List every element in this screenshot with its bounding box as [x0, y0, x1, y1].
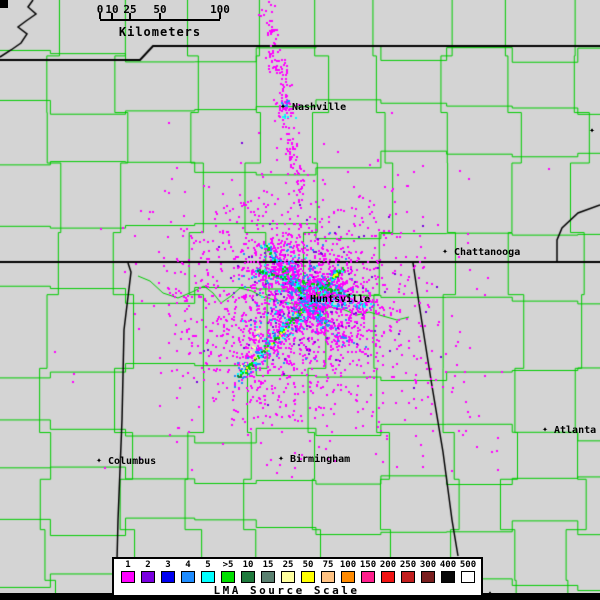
legend-color-swatch	[281, 571, 295, 583]
legend-color-swatch	[321, 571, 335, 583]
legend-color-swatch	[261, 571, 275, 583]
legend-color-swatch	[381, 571, 395, 583]
city-label-nashville: Nashville	[292, 102, 347, 113]
legend-color-swatch	[461, 571, 475, 583]
created-timestamp: Created 12/12/2012 6:44:07	[8, 572, 100, 600]
kilometers-label: Kilometers	[118, 25, 202, 39]
legend-item-label: 10	[242, 560, 254, 570]
legend-item-label: 200	[379, 560, 397, 570]
scale-tick	[159, 13, 161, 19]
legend-item-label: 4	[185, 560, 191, 570]
scale-tick	[111, 13, 113, 19]
legend-item-label: 150	[359, 560, 377, 570]
legend-item-label: 25	[282, 560, 294, 570]
legend-item-label: 1	[125, 560, 131, 570]
scale-tick	[99, 13, 101, 19]
city-marker-icon: ✦	[278, 453, 285, 464]
city-marker-icon: ✦	[298, 293, 305, 304]
legend-color-swatch	[121, 571, 135, 583]
scale-tick	[219, 13, 221, 19]
legend-item-label: 50	[302, 560, 314, 570]
legend-color-swatch	[401, 571, 415, 583]
legend-item-label: 3	[165, 560, 171, 570]
legend-item-label: 300	[419, 560, 437, 570]
legend-item-label: 75	[322, 560, 334, 570]
legend-item-label: 100	[339, 560, 357, 570]
legend-item-label: >5	[222, 560, 234, 570]
scale-tick-label: 100	[210, 3, 230, 16]
city-label-chattanooga: Chattanooga	[454, 247, 521, 258]
legend-color-swatch	[141, 571, 155, 583]
city-marker-icon: ✦	[442, 246, 449, 257]
scale-tick-label: 50	[153, 3, 167, 16]
scale-tick-label: 0	[96, 3, 104, 16]
legend-color-swatch	[301, 571, 315, 583]
city-label-huntsville: Huntsville	[310, 294, 371, 305]
city-label-columbus: Columbus	[108, 456, 157, 467]
city-label-atlanta: Atlanta	[554, 425, 597, 436]
lma-legend: 1 2 3 4 5 >5 10 15 25 50 75 100 150 200 250 300 400 500 L…	[112, 557, 483, 597]
legend-item-label: 15	[262, 560, 274, 570]
legend-item-label: 2	[145, 560, 151, 570]
legend-color-swatch	[161, 571, 175, 583]
legend-item-label: 400	[439, 560, 457, 570]
legend-color-swatch	[341, 571, 355, 583]
legend-color-swatch	[361, 571, 375, 583]
legend-color-swatch	[181, 571, 195, 583]
distance-scale: Kilometers 0 10 25 50 100	[0, 0, 260, 50]
scale-tick	[129, 13, 131, 19]
city-marker-icon: ✦	[487, 588, 494, 599]
scale-line	[100, 19, 220, 21]
corner-marker	[0, 0, 8, 8]
city-marker-icon: ✦	[96, 455, 103, 466]
city-label-birmingham: Birmingham	[290, 454, 351, 465]
city-marker-icon: ✦	[542, 424, 549, 435]
city-marker-icon: ✦	[589, 125, 596, 136]
legend-item-label: 5	[205, 560, 211, 570]
scale-tick-label: 10	[105, 3, 119, 16]
legend-title: LMA Source Scale	[213, 584, 360, 597]
legend-item-label: 250	[399, 560, 417, 570]
legend-color-swatch	[221, 571, 235, 583]
legend-item-label: 500	[459, 560, 477, 570]
city-marker-icon: ✦	[280, 101, 287, 112]
created-label: Created	[8, 592, 42, 600]
legend-color-swatch	[201, 571, 215, 583]
legend-color-swatch	[441, 571, 455, 583]
scale-tick-label: 25	[123, 3, 137, 16]
legend-color-swatch	[421, 571, 435, 583]
legend-color-swatch	[241, 571, 255, 583]
